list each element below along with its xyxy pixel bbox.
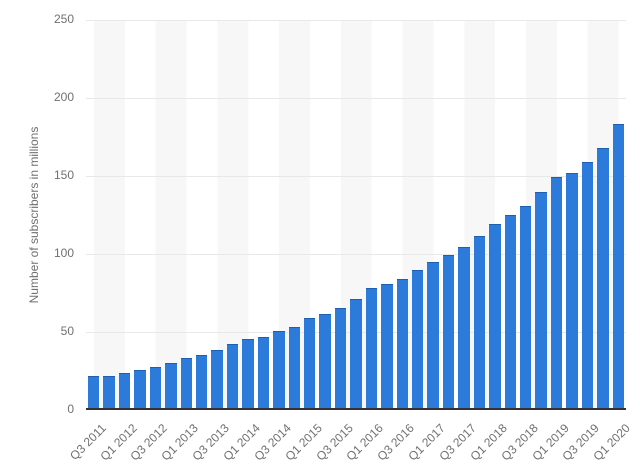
bar[interactable] (550, 176, 563, 410)
bar[interactable] (257, 336, 270, 410)
y-tick-label: 0 (67, 402, 74, 416)
bar[interactable] (226, 344, 239, 410)
bar[interactable] (473, 236, 486, 410)
bar[interactable] (134, 370, 146, 410)
bar[interactable] (88, 376, 100, 410)
bar[interactable] (365, 287, 378, 410)
y-axis-title: Number of subscribers in millions (27, 126, 41, 304)
y-tick-label: 100 (53, 246, 74, 260)
gridline (86, 98, 626, 99)
bar[interactable] (489, 223, 501, 410)
plot-area (86, 20, 626, 410)
bar[interactable] (566, 172, 578, 410)
y-tick-label: 200 (53, 90, 74, 104)
bar[interactable] (381, 284, 393, 410)
bar[interactable] (149, 367, 162, 410)
bar[interactable] (597, 148, 609, 410)
bar[interactable] (196, 355, 208, 410)
bar[interactable] (350, 299, 362, 410)
bar[interactable] (396, 279, 408, 410)
y-tick-label: 50 (60, 324, 74, 338)
bar[interactable] (412, 270, 424, 410)
bar[interactable] (535, 191, 547, 410)
bar[interactable] (304, 318, 316, 410)
x-axis-line (86, 408, 626, 410)
bar[interactable] (273, 331, 285, 410)
bar[interactable] (427, 261, 439, 410)
bar[interactable] (319, 313, 331, 410)
gridline (86, 254, 626, 255)
gridline (86, 20, 626, 21)
bar[interactable] (581, 162, 594, 410)
bar[interactable] (458, 246, 470, 410)
y-tick-label: 150 (53, 168, 74, 182)
y-tick-label: 250 (53, 12, 74, 26)
bar[interactable] (211, 349, 223, 410)
bar[interactable] (288, 326, 300, 410)
bar[interactable] (242, 339, 254, 410)
bar[interactable] (504, 214, 516, 410)
bar[interactable] (180, 357, 192, 410)
bar[interactable] (118, 372, 131, 410)
bar[interactable] (612, 123, 624, 410)
bar[interactable] (334, 307, 347, 410)
bar[interactable] (520, 205, 532, 410)
bar[interactable] (442, 254, 455, 410)
bar[interactable] (103, 376, 115, 410)
gridline (86, 176, 626, 177)
bar[interactable] (165, 362, 177, 410)
